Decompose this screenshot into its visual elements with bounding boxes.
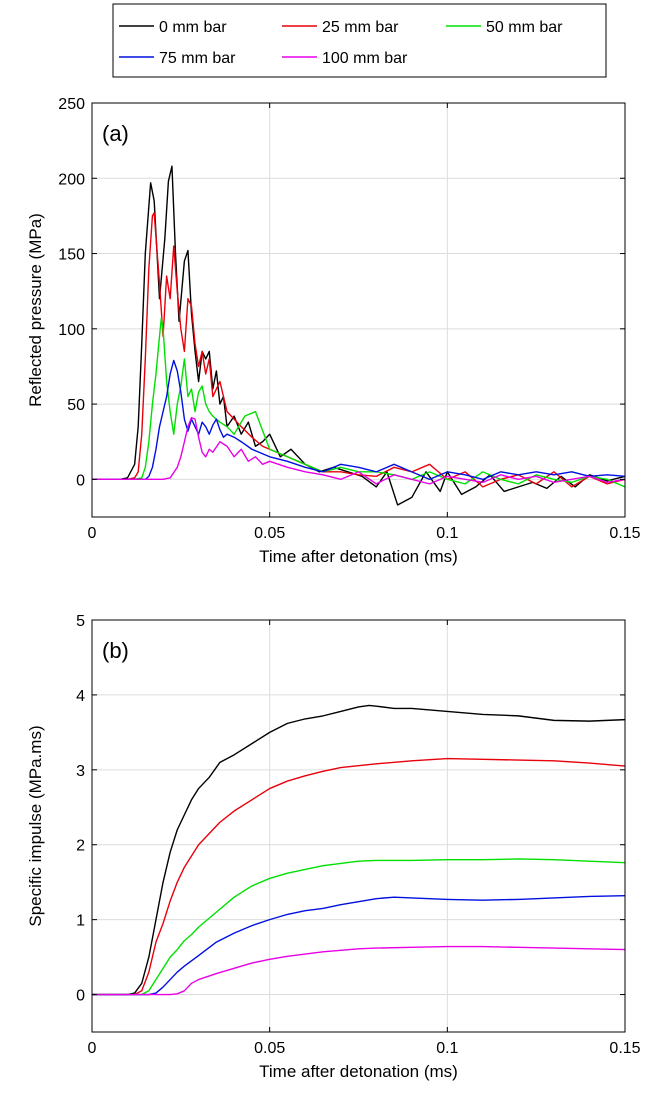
x-tick-label: 0.05 [254, 1040, 285, 1057]
y-tick-label: 0 [76, 472, 85, 489]
series-line-0-mm-bar [92, 704, 625, 996]
y-tick-label: 100 [58, 322, 85, 339]
series-line-50-mm-bar [92, 858, 625, 996]
series-line-25-mm-bar [92, 757, 625, 996]
x-tick-label: 0.1 [436, 525, 458, 542]
axes-frame [91, 102, 626, 518]
legend-label: 0 mm bar [159, 19, 227, 36]
series-line-100-mm-bar [92, 945, 625, 996]
series-group [92, 704, 625, 996]
y-tick-label: 0 [76, 988, 85, 1005]
panel-label: (a) [102, 121, 129, 146]
series-line-100-mm-bar [92, 416, 625, 485]
y-tick-label: 4 [76, 688, 85, 705]
y-tick-label: 150 [58, 247, 85, 264]
x-tick-label: 0.15 [609, 1040, 640, 1057]
chart-panel-b: 0 0.05 0.1 0.15 0 1 2 3 4 5 Time after detonation … [26, 613, 641, 1081]
x-tick-label: 0 [88, 1040, 97, 1057]
x-tick-label: 0 [88, 525, 97, 542]
legend: 0 mm bar 25 mm bar 50 mm bar 75 mm bar 100 m… [112, 3, 607, 78]
axes-frame [91, 619, 626, 1033]
y-tick-label: 1 [76, 913, 85, 930]
plot-area [92, 620, 625, 1032]
x-axis-label: Time after detonation (ms) [259, 1062, 458, 1081]
x-tick-label: 0.15 [609, 525, 640, 542]
series-line-75-mm-bar [92, 894, 625, 996]
series-line-75-mm-bar [92, 359, 625, 481]
y-tick-label: 2 [76, 838, 85, 855]
x-tick-label: 0.1 [436, 1040, 458, 1057]
y-tick-label: 5 [76, 613, 85, 630]
x-tick-label: 0.05 [254, 525, 285, 542]
y-axis-label: Reflected pressure (MPa) [26, 213, 45, 407]
legend-label: 75 mm bar [159, 50, 236, 67]
legend-label: 100 mm bar [322, 50, 408, 67]
series-line-50-mm-bar [92, 317, 625, 488]
plot-area [92, 103, 625, 517]
y-tick-label: 250 [58, 96, 85, 113]
y-axis-label: Specific impulse (MPa.ms) [26, 725, 45, 926]
series-group [92, 165, 625, 506]
y-tick-label: 200 [58, 171, 85, 188]
legend-label: 50 mm bar [486, 19, 563, 36]
legend-box [112, 3, 607, 78]
chart-panel-a: 0 0.05 0.1 0.15 0 50 100 150 200 250 Time after de… [26, 96, 641, 566]
series-line-25-mm-bar [92, 212, 625, 488]
y-tick-label: 3 [76, 763, 85, 780]
x-axis-label: Time after detonation (ms) [259, 547, 458, 566]
legend-label: 25 mm bar [322, 19, 399, 36]
series-line-0-mm-bar [92, 165, 625, 506]
y-tick-label: 50 [67, 397, 85, 414]
panel-label: (b) [102, 638, 129, 663]
